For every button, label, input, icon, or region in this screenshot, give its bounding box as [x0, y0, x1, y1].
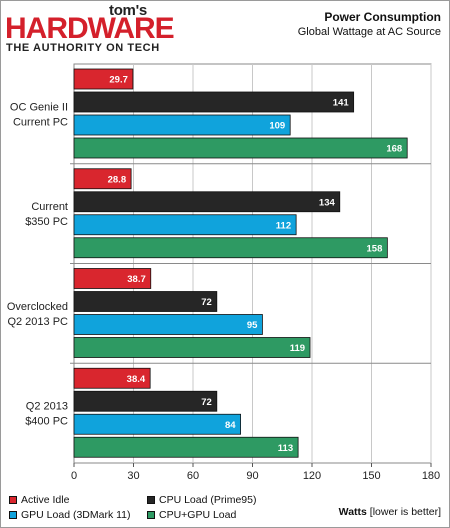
bar-active-idle [73, 68, 134, 90]
data-label: 72 [201, 297, 212, 308]
bar-cpu-gpu-load [73, 137, 408, 159]
chart-legend: Active Idle CPU Load (Prime95) GPU Load … [9, 493, 449, 525]
logo-main-text: HARDWARE [5, 12, 175, 45]
x-tick-label: 90 [246, 470, 258, 482]
legend-swatch-active-idle [9, 496, 17, 504]
legend-label-cpu-gpu-load: CPU+GPU Load [159, 509, 237, 521]
data-label: 134 [319, 197, 336, 208]
bar-cpu-gpu-load [73, 237, 388, 259]
bar-cpu-gpu-load [73, 436, 299, 458]
x-tick-label: 180 [422, 470, 440, 482]
data-label: 29.7 [109, 75, 128, 86]
category-label: $350 PC [25, 216, 68, 228]
data-label: 109 [269, 121, 285, 132]
bar-cpu-gpu-load [73, 337, 311, 358]
logo-tagline: THE AUTHORITY ON TECH [6, 42, 160, 54]
bar-cpu-load-prime95 [73, 191, 341, 213]
chart-header: tom's HARDWARE THE AUTHORITY ON TECH Pow… [1, 1, 449, 57]
x-tick-label: 60 [187, 470, 199, 482]
chart-title: Power Consumption [324, 10, 441, 24]
data-label: 141 [333, 98, 350, 109]
category-label: Q2 2013 [26, 401, 68, 413]
bar-chart-plot: 0 30 60 90 120 150 180 OC Genie II Current PC 29.… [7, 63, 440, 482]
data-label: 38.7 [127, 274, 146, 285]
data-label: 95 [247, 320, 258, 331]
category-label: Overclocked [7, 301, 68, 313]
bar-gpu-load-3dmark-11 [73, 413, 242, 435]
data-label: 113 [278, 443, 293, 454]
category-label: OC Genie II [10, 101, 68, 113]
data-label: 112 [276, 220, 291, 231]
data-label: 119 [290, 343, 305, 354]
chart-subtitle: Global Wattage at AC Source [297, 26, 441, 38]
legend-label-gpu-load: GPU Load (3DMark 11) [21, 509, 131, 521]
x-axis-label: Watts [lower is better] [339, 506, 441, 518]
data-label: 158 [367, 243, 383, 254]
legend-swatch-gpu-load [9, 511, 17, 519]
bar-cpu-load-prime95 [73, 390, 218, 412]
toms-hardware-logo: tom's HARDWARE THE AUTHORITY ON TECH [5, 2, 175, 55]
category-label: $400 PC [25, 416, 68, 428]
bar-gpu-load-3dmark-11 [73, 114, 291, 136]
bar-cpu-load-prime95 [73, 291, 218, 312]
data-label: 84 [225, 420, 236, 431]
bar-active-idle [73, 268, 152, 289]
category-label: Current [31, 201, 68, 213]
x-tick-label: 30 [127, 470, 139, 482]
category-label: Q2 2013 PC [7, 316, 68, 328]
data-label: 28.8 [108, 174, 127, 185]
data-label: 38.4 [127, 374, 146, 385]
category-label: Current PC [13, 116, 68, 128]
legend-swatch-cpu-gpu-load [147, 511, 155, 519]
logo-top-text: tom's [109, 2, 147, 19]
x-tick-label: 150 [362, 470, 380, 482]
x-tick-label: 0 [71, 470, 77, 482]
bar-gpu-load-3dmark-11 [73, 214, 297, 236]
data-label: 168 [386, 144, 402, 155]
x-axis-note: [lower is better] [369, 506, 441, 518]
bar-active-idle [73, 168, 132, 190]
legend-label-cpu-load: CPU Load (Prime95) [159, 494, 257, 506]
x-axis-unit: Watts [338, 506, 367, 518]
legend-swatch-cpu-load [147, 496, 155, 504]
bar-active-idle [73, 367, 151, 389]
x-tick-label: 120 [303, 470, 321, 482]
legend-label-active-idle: Active Idle [21, 494, 70, 506]
bar-cpu-load-prime95 [73, 91, 355, 113]
bar-gpu-load-3dmark-11 [73, 314, 263, 335]
data-label: 72 [201, 397, 212, 408]
